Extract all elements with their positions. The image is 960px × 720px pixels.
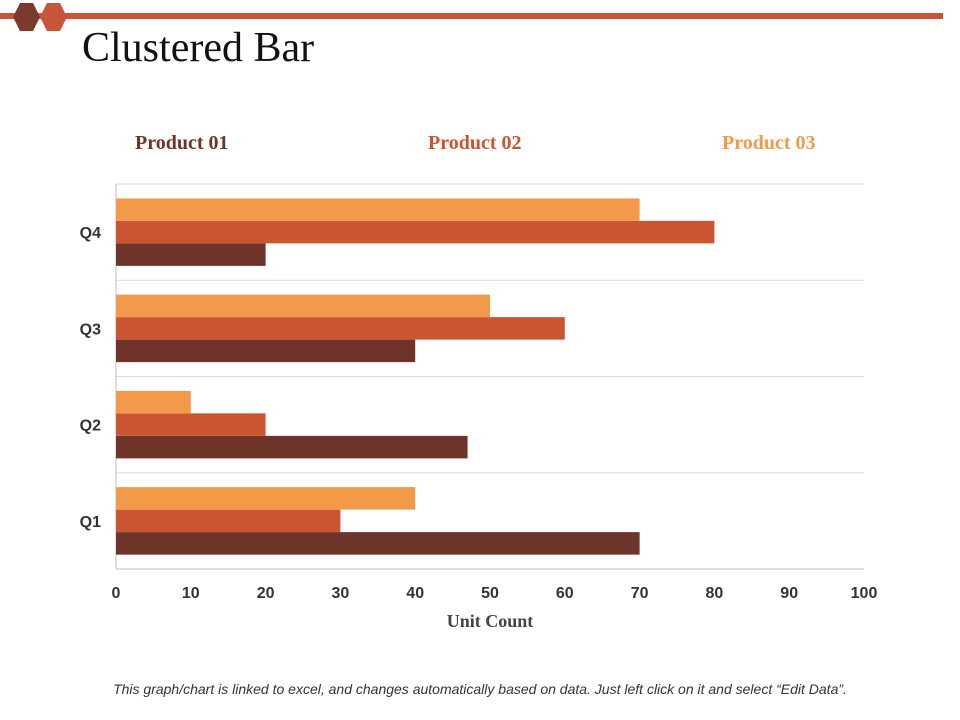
bar-q3-series-3: [116, 294, 490, 318]
legend-product-02: Product 02: [428, 132, 522, 154]
axis-labels: Q1 Q2 Q3 Q4 0 10 20 30 40 50 60 70 80 90 100 Unit Count: [80, 225, 878, 631]
bar-q3-series-2: [116, 317, 565, 340]
bar-q1-series-1: [116, 532, 640, 555]
x-tick-label: 10: [182, 585, 200, 602]
x-tick-label: 50: [481, 585, 499, 602]
x-tick-label: 80: [706, 585, 724, 602]
y-tick-label: Q2: [80, 418, 101, 435]
y-tick-label: Q4: [80, 225, 101, 242]
y-tick-label: Q3: [80, 321, 101, 338]
x-tick-label: 0: [112, 585, 121, 602]
bar-q1-series-2: [116, 509, 341, 533]
bar-q4-series-1: [116, 243, 266, 266]
bars: [116, 198, 715, 555]
hexagon-dark-icon: [13, 3, 40, 31]
x-tick-label: 90: [780, 585, 798, 602]
hexagon-light-icon: [40, 3, 67, 31]
x-tick-label: 30: [332, 585, 350, 602]
legend-product-01: Product 01: [135, 132, 229, 154]
x-tick-label: 60: [556, 585, 574, 602]
bar-q2-series-2: [116, 413, 266, 436]
footnote: This graph/chart is linked to excel, and…: [113, 681, 847, 697]
bar-q2-series-3: [116, 390, 191, 414]
x-tick-label: 20: [257, 585, 275, 602]
bar-q3-series-1: [116, 339, 416, 363]
slide-title: Clustered Bar: [82, 25, 315, 71]
bar-q2-series-1: [116, 435, 468, 459]
legend-product-03: Product 03: [722, 132, 816, 154]
bar-q1-series-3: [116, 487, 416, 510]
x-tick-label: 100: [851, 585, 878, 602]
bar-q4-series-3: [116, 198, 640, 221]
bar-q4-series-2: [116, 220, 715, 244]
x-tick-label: 40: [406, 585, 424, 602]
x-tick-label: 70: [631, 585, 649, 602]
header-accent-line: [0, 13, 943, 19]
x-axis-title: Unit Count: [447, 611, 534, 631]
y-tick-label: Q1: [80, 514, 101, 531]
hexagon-decoration: [13, 3, 67, 31]
